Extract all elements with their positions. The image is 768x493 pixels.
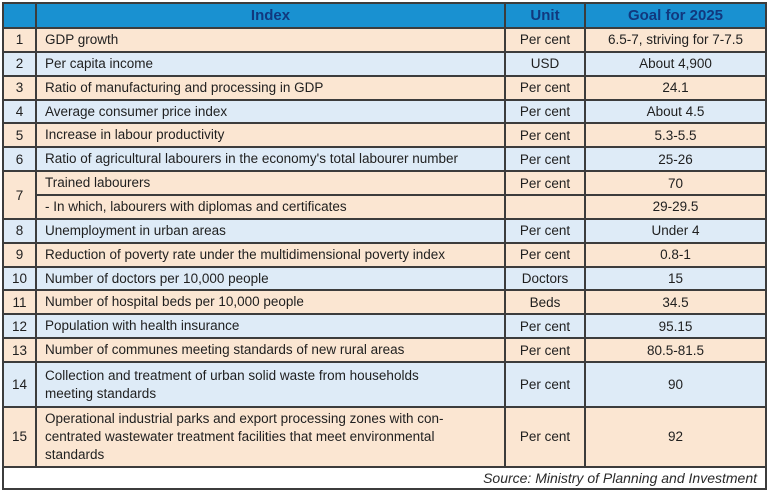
row-number-cell: 8 (2, 217, 37, 244)
row-number-cell: 6 (2, 146, 37, 173)
goal-cell: 5.3-5.5 (584, 122, 767, 149)
goal-cell: About 4.5 (584, 98, 767, 125)
goal-cell: 92 (584, 406, 767, 468)
index-cell: Ratio of manufacturing and processing in… (35, 74, 506, 101)
unit-cell (504, 194, 586, 220)
index-cell: GDP growth (35, 27, 506, 53)
unit-cell: Per cent (504, 217, 586, 244)
col-header-goal: Goal for 2025 (584, 2, 767, 29)
index-cell: Operational industrial parks and export … (35, 406, 506, 468)
goal-cell: 15 (584, 265, 767, 292)
unit-cell: Per cent (504, 98, 586, 125)
col-header-index: Index (35, 2, 506, 29)
table-row: 8 Unemployment in urban areas Per cent U… (2, 217, 767, 244)
unit-cell: Per cent (504, 122, 586, 149)
index-cell: Unemployment in urban areas (35, 217, 506, 244)
row-number-cell: 12 (2, 313, 37, 340)
goal-cell: 24.1 (584, 74, 767, 101)
table-row: 5 Increase in labour productivity Per ce… (2, 122, 767, 149)
goal-cell: 25-26 (584, 146, 767, 173)
table-header: Index Unit Goal for 2025 (2, 2, 767, 29)
row-number-cell: 14 (2, 361, 37, 409)
table-row: 13 Number of communes meeting standards … (2, 337, 767, 364)
row-number-cell: 2 (2, 50, 37, 77)
table-row: 7 Trained labourers Per cent 70 (2, 170, 767, 220)
row-number-cell: 13 (2, 337, 37, 364)
goal-cell: 95.15 (584, 313, 767, 340)
row-number-cell: 3 (2, 74, 37, 101)
index-cell: Collection and treatment of urban solid … (35, 361, 506, 409)
unit-cell: Per cent (504, 74, 586, 101)
row-number-cell: 15 (2, 406, 37, 468)
table-row: 6 Ratio of agricultural labourers in the… (2, 146, 767, 173)
row-number-cell: 5 (2, 122, 37, 149)
goal-cell: About 4,900 (584, 50, 767, 77)
goal-cell: 6.5-7, striving for 7-7.5 (584, 27, 767, 53)
goal-cell: 70 (584, 170, 767, 197)
source-row: Source: Ministry of Planning and Investm… (2, 465, 767, 491)
index-cell: Number of communes meeting standards of … (35, 337, 506, 364)
index-cell: Reduction of poverty rate under the mult… (35, 241, 506, 268)
goal-cell: 29-29.5 (584, 194, 767, 220)
table-row: 14 Collection and treatment of urban sol… (2, 361, 767, 409)
index-cell: - In which, labourers with diplomas and … (35, 194, 506, 220)
goal-cell: 0.8-1 (584, 241, 767, 268)
table-row: 4 Average consumer price index Per cent … (2, 98, 767, 125)
table-row: 10 Number of doctors per 10,000 people D… (2, 265, 767, 292)
table-row: 12 Population with health insurance Per … (2, 313, 767, 340)
unit-cell: Per cent (504, 406, 586, 468)
row-number-cell: 4 (2, 98, 37, 125)
unit-cell: Per cent (504, 361, 586, 409)
col-header-unit: Unit (504, 2, 586, 29)
table-row: 11 Number of hospital beds per 10,000 pe… (2, 289, 767, 316)
index-cell: Average consumer price index (35, 98, 506, 125)
index-cell: Per capita income (35, 50, 506, 77)
unit-cell: Per cent (504, 313, 586, 340)
unit-cell: Per cent (504, 241, 586, 268)
index-cell: Trained labourers (35, 170, 506, 197)
row-number-cell: 9 (2, 241, 37, 268)
table-row: 1 GDP growth Per cent 6.5-7, striving fo… (2, 27, 767, 53)
row-number-cell: 11 (2, 289, 37, 316)
table-row: 9 Reduction of poverty rate under the mu… (2, 241, 767, 268)
row-number-cell: 7 (2, 170, 37, 220)
unit-cell: Per cent (504, 337, 586, 364)
table-row: 2 Per capita income USD About 4,900 (2, 50, 767, 77)
goal-cell: 34.5 (584, 289, 767, 316)
col-header-number (2, 2, 37, 29)
goal-cell: 90 (584, 361, 767, 409)
table-row: 15 Operational industrial parks and expo… (2, 406, 767, 468)
table-sub-row: - In which, labourers with diplomas and … (3, 194, 767, 220)
goal-cell: Under 4 (584, 217, 767, 244)
index-cell: Increase in labour productivity (35, 122, 506, 149)
unit-cell: USD (504, 50, 586, 77)
unit-cell: Doctors (504, 265, 586, 292)
goal-cell: 80.5-81.5 (584, 337, 767, 364)
table-row: 3 Ratio of manufacturing and processing … (2, 74, 767, 101)
source-note: Source: Ministry of Planning and Investm… (2, 465, 767, 491)
row-number-cell: 1 (2, 27, 37, 53)
unit-cell: Per cent (504, 170, 586, 197)
unit-cell: Beds (504, 289, 586, 316)
index-cell: Number of doctors per 10,000 people (35, 265, 506, 292)
index-cell: Number of hospital beds per 10,000 peopl… (35, 289, 506, 316)
unit-cell: Per cent (504, 146, 586, 173)
unit-cell: Per cent (504, 27, 586, 53)
index-cell: Ratio of agricultural labourers in the e… (35, 146, 506, 173)
row-number-cell: 10 (2, 265, 37, 292)
index-cell: Population with health insurance (35, 313, 506, 340)
